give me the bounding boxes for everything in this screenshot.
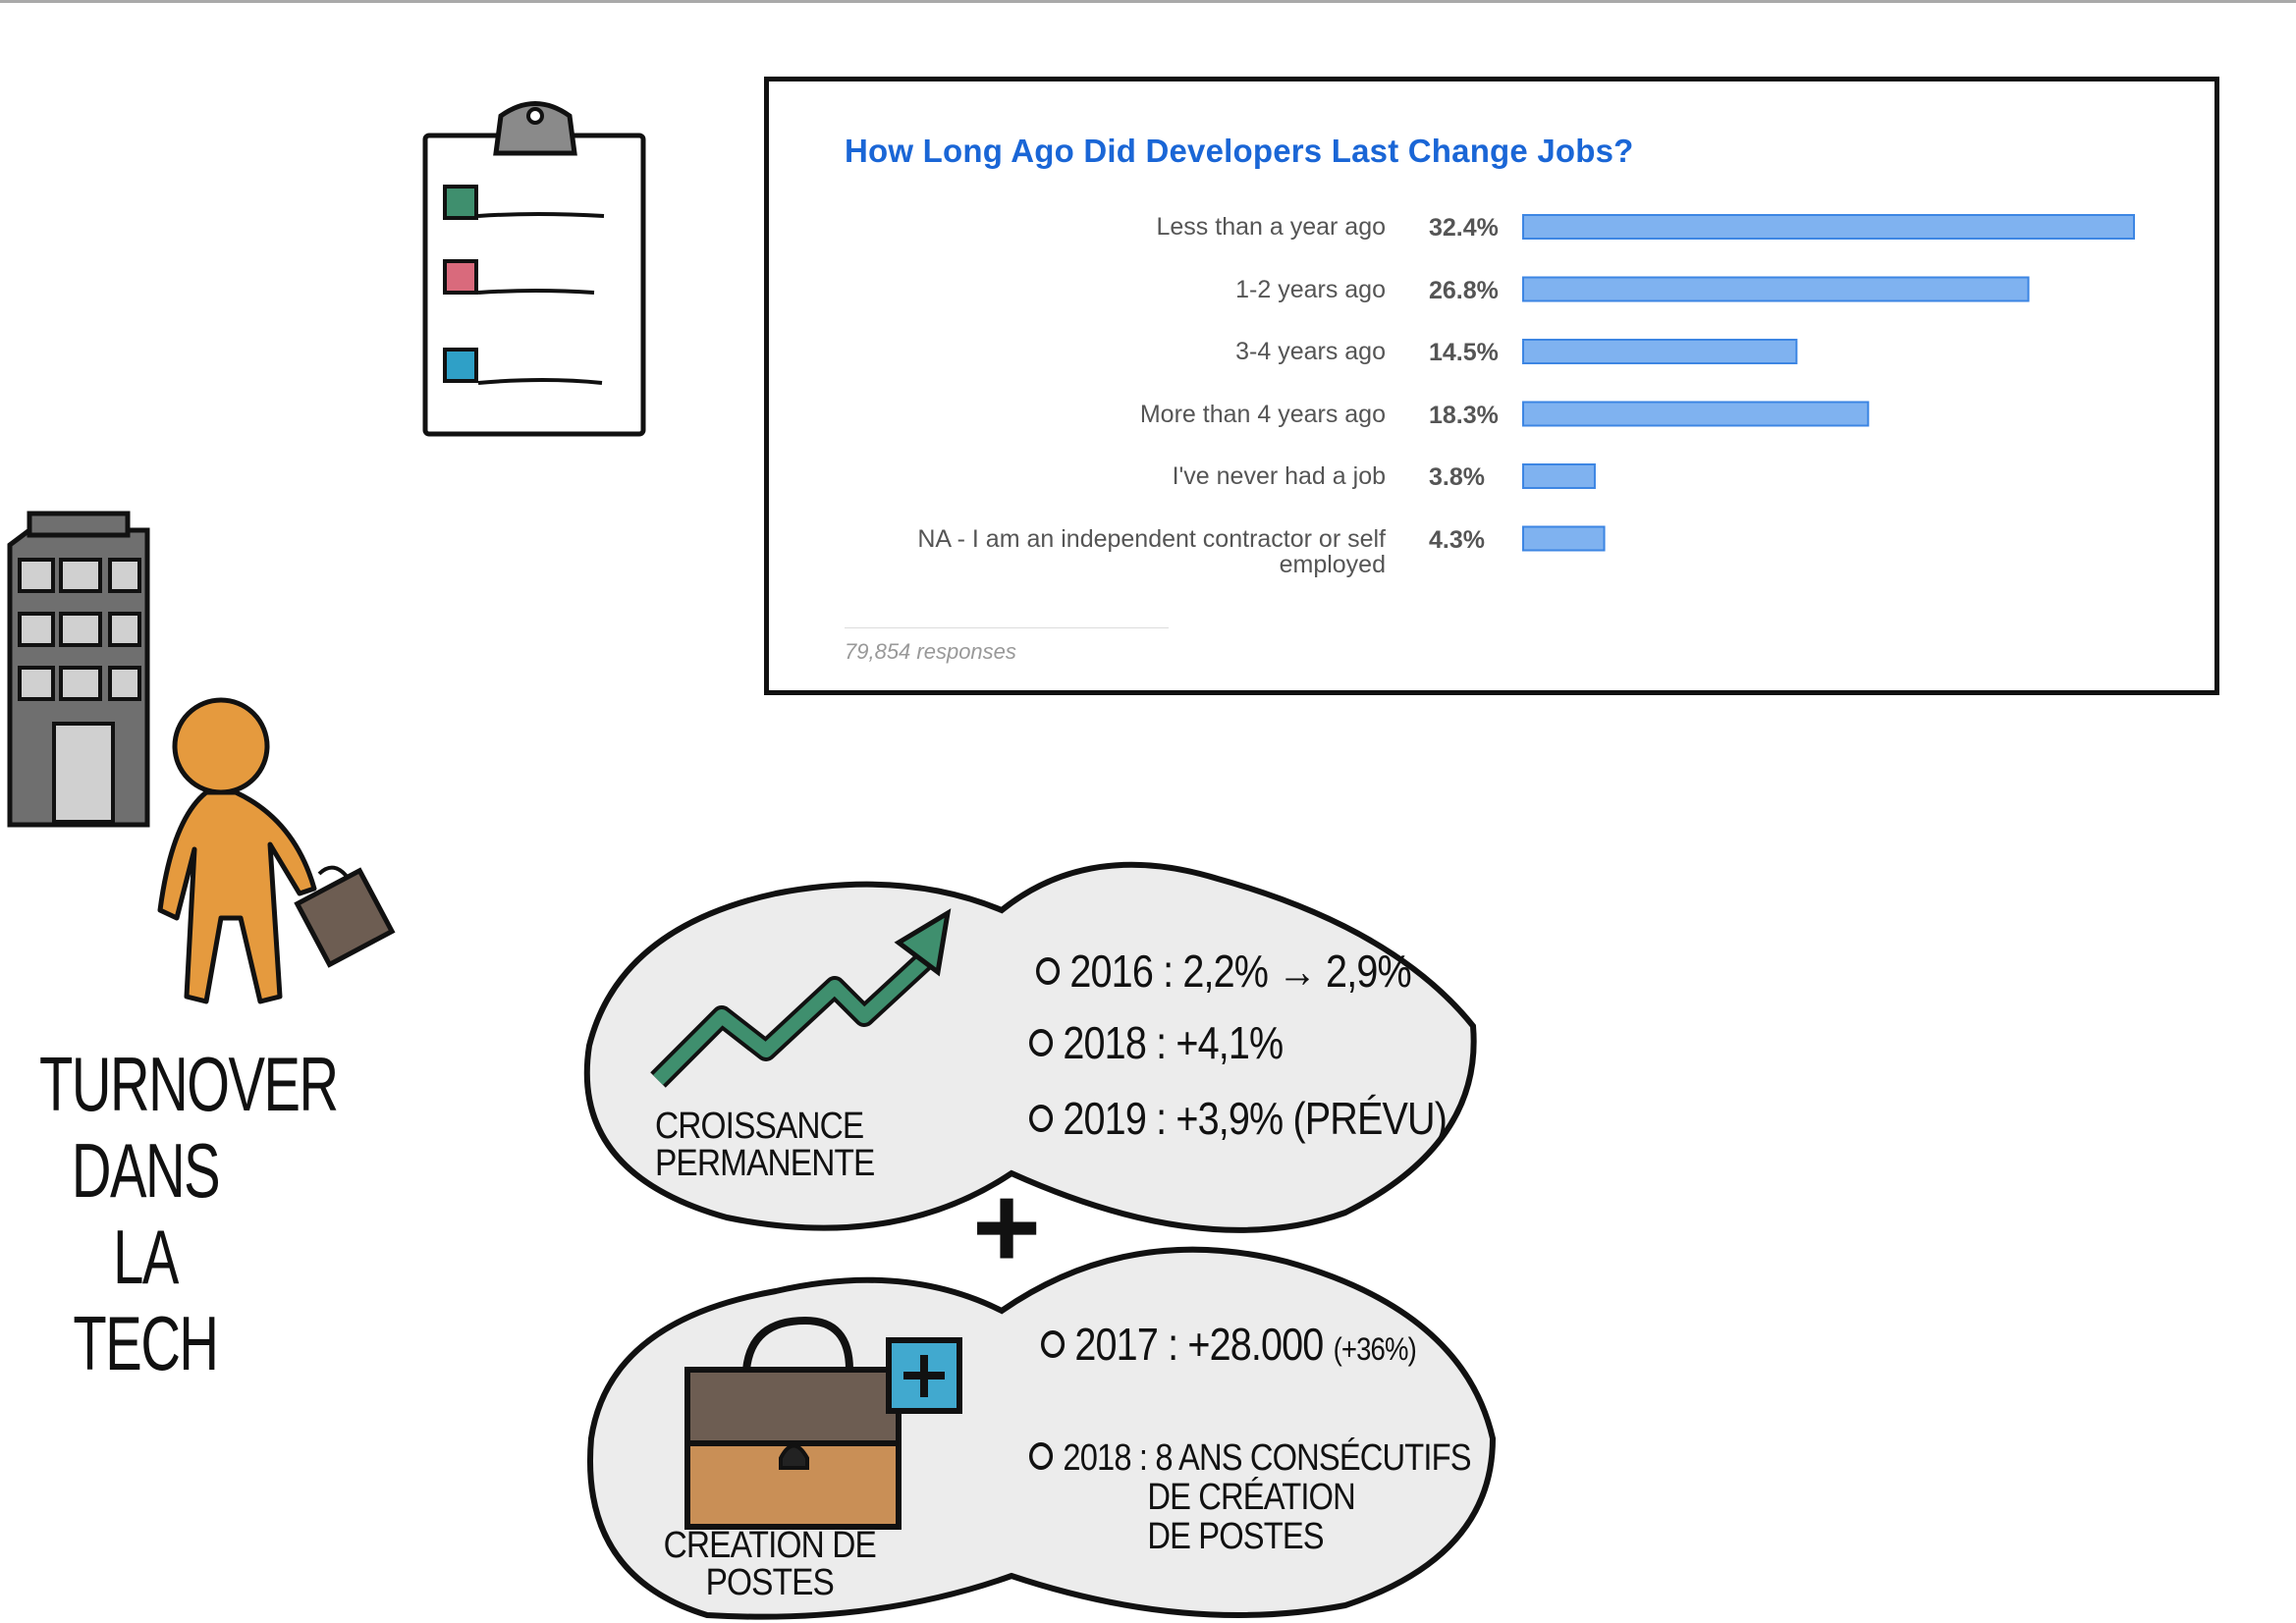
- bar-4: [1522, 463, 1596, 489]
- bullet-icon: [1029, 1104, 1054, 1132]
- croissance-stat-2018: 2018 : +4,1%: [1029, 1017, 1284, 1068]
- bar-3: [1522, 401, 1870, 427]
- turnover-line-1: TURNOVER: [39, 1041, 339, 1127]
- briefcase-icon: [684, 1316, 902, 1530]
- value-label-5: 4.3%: [1429, 525, 1485, 554]
- bar-chart: [1522, 214, 2135, 552]
- category-label-5: NA - I am an independent contractor or s…: [917, 524, 1386, 578]
- responses-divider: [845, 627, 1169, 628]
- bar-0: [1522, 214, 2135, 240]
- croissance-stat-2016: 2016 : 2,2% → 2,9%: [1036, 946, 1412, 997]
- turnover-line-3: TECH: [73, 1300, 219, 1386]
- creation-stat-2017-percent: (+36%): [1333, 1331, 1417, 1367]
- plus-sign: +: [972, 1162, 1042, 1293]
- creation-stat-2018-line-3: DE POSTES: [1147, 1516, 1324, 1557]
- creation-stat-2018-line-1: 2018 : 8 ANS CONSÉCUTIFS: [1063, 1437, 1471, 1479]
- category-label-4: I've never had a job: [1172, 462, 1386, 490]
- bullet-icon: [1036, 956, 1061, 985]
- checkbox-pink-icon: [443, 259, 478, 295]
- chart-title: How Long Ago Did Developers Last Change …: [845, 133, 1634, 169]
- checkbox-blue-icon: [443, 348, 478, 383]
- responses-count: 79,854 responses: [845, 639, 1016, 664]
- clipboard-illustration: [422, 101, 646, 437]
- category-label-2: 3-4 years ago: [1235, 338, 1386, 365]
- croissance-stat-2019: 2019 : +3,9% (PRÉVU): [1029, 1093, 1448, 1144]
- croissance-stat-2016-text: 2016 : 2,2% → 2,9%: [1069, 946, 1411, 997]
- bullet-icon: [1029, 1028, 1054, 1056]
- creation-stat-2017-text: 2017 : +28.000: [1074, 1319, 1324, 1370]
- top-border-line: [0, 0, 2296, 3]
- croissance-stat-2019-text: 2019 : +3,9% (PRÉVU): [1063, 1093, 1448, 1144]
- value-label-3: 18.3%: [1429, 401, 1499, 429]
- croissance-caption: CROISSANCE PERMANENTE: [655, 1106, 875, 1184]
- turnover-heading: TURNOVER DANS LA TECH: [39, 1041, 339, 1386]
- creation-stat-2017: 2017 : +28.000 (+36%): [1041, 1319, 1417, 1373]
- category-label-1: 1-2 years ago: [1235, 275, 1386, 303]
- building-and-person-illustration: [7, 511, 396, 1004]
- growth-arrow-icon: [650, 908, 952, 1088]
- bar-1: [1522, 276, 2030, 302]
- category-label-3: More than 4 years ago: [1139, 400, 1386, 428]
- creation-stat-2018: 2018 : 8 ANS CONSÉCUTIFS DE CRÉATION DE …: [1029, 1437, 1472, 1557]
- bar-2: [1522, 339, 1798, 364]
- value-label-1: 26.8%: [1429, 276, 1499, 304]
- bar-5: [1522, 525, 1606, 552]
- chart-panel: How Long Ago Did Developers Last Change …: [764, 77, 2219, 695]
- value-label-4: 3.8%: [1429, 463, 1485, 491]
- croissance-stat-2018-text: 2018 : +4,1%: [1063, 1017, 1284, 1068]
- creation-stat-2018-line-2: DE CRÉATION: [1147, 1477, 1355, 1518]
- creation-caption-line-2: POSTES: [705, 1562, 835, 1603]
- bullet-icon: [1041, 1329, 1066, 1358]
- croissance-caption-line-1: CROISSANCE: [655, 1106, 864, 1147]
- turnover-line-2: DANS LA: [71, 1127, 221, 1300]
- plus-box-icon: [886, 1337, 962, 1414]
- creation-caption-line-1: CRÉATION DE: [663, 1525, 877, 1566]
- value-label-2: 14.5%: [1429, 339, 1499, 366]
- checkbox-green-icon: [443, 185, 478, 220]
- category-label-0: Less than a year ago: [1156, 213, 1387, 241]
- creation-caption: CRÉATION DE POSTES: [653, 1527, 887, 1601]
- value-label-0: 32.4%: [1429, 214, 1499, 242]
- croissance-caption-line-2: PERMANENTE: [655, 1143, 875, 1184]
- bullet-icon: [1029, 1441, 1054, 1470]
